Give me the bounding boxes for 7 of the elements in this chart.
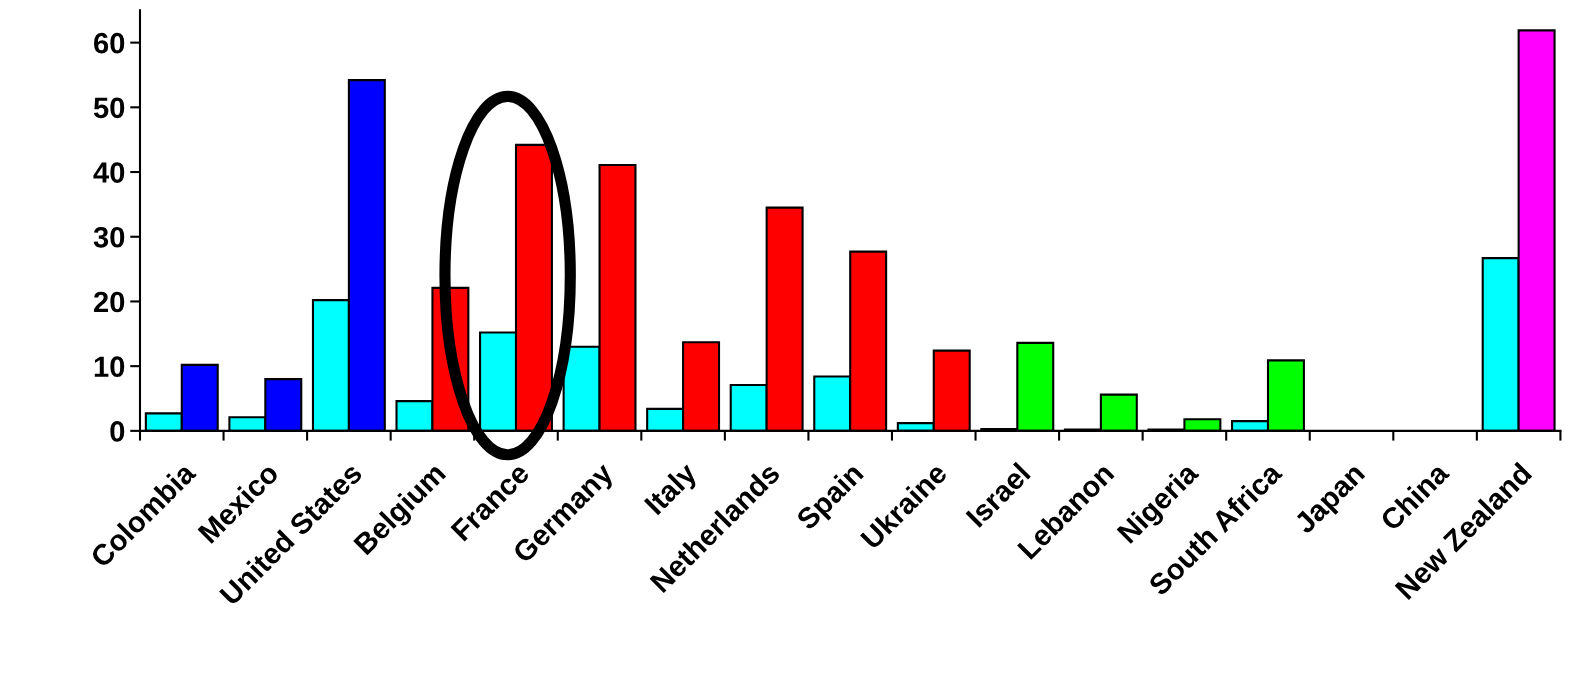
- y-tick-label: 0: [110, 421, 125, 442]
- y-tick-label: 30: [93, 226, 125, 248]
- y-tick-label: 50: [93, 97, 125, 119]
- y-tick-label: 10: [94, 356, 125, 378]
- y-tick-label: 60: [94, 32, 125, 54]
- y-tick-label: 20: [93, 291, 125, 313]
- y-tick-label: 40: [93, 162, 125, 183]
